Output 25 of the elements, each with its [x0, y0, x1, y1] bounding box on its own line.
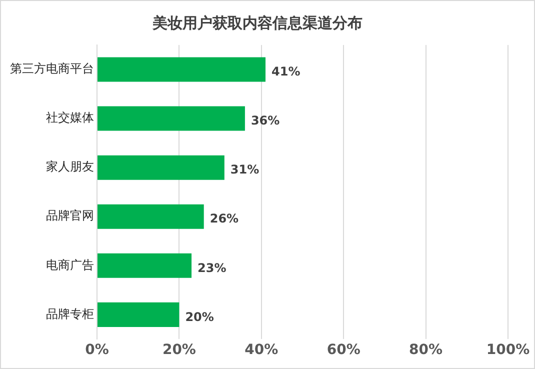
- x-tick-label: 20%: [162, 342, 196, 358]
- bar: [98, 204, 204, 229]
- y-tick-label: 家人朋友: [46, 160, 94, 174]
- bar: [98, 57, 266, 82]
- data-label: 36%: [250, 114, 280, 128]
- y-tick-label: 品牌专柜: [46, 306, 94, 321]
- x-tick-label: 100%: [486, 342, 530, 358]
- y-tick-label: 第三方电商平台: [10, 62, 94, 76]
- bar: [98, 253, 192, 278]
- x-tick-label: 80%: [409, 342, 443, 358]
- data-label: 23%: [198, 260, 226, 275]
- data-label: 20%: [185, 310, 214, 324]
- data-label: 26%: [210, 212, 239, 226]
- y-tick-label: 电商广告: [46, 258, 94, 272]
- x-tick-label: 60%: [326, 342, 360, 358]
- data-label: 41%: [272, 64, 300, 79]
- bar: [98, 106, 245, 131]
- chart-title: 美妆用户获取内容信息渠道分布: [152, 14, 362, 32]
- data-label: 31%: [230, 162, 260, 177]
- bar: [98, 302, 180, 327]
- bar: [98, 155, 224, 180]
- y-tick-label: 社交媒体: [46, 110, 94, 125]
- x-tick-label: 0%: [85, 342, 109, 358]
- y-tick-label: 品牌官网: [46, 208, 94, 223]
- x-tick-label: 40%: [244, 342, 278, 358]
